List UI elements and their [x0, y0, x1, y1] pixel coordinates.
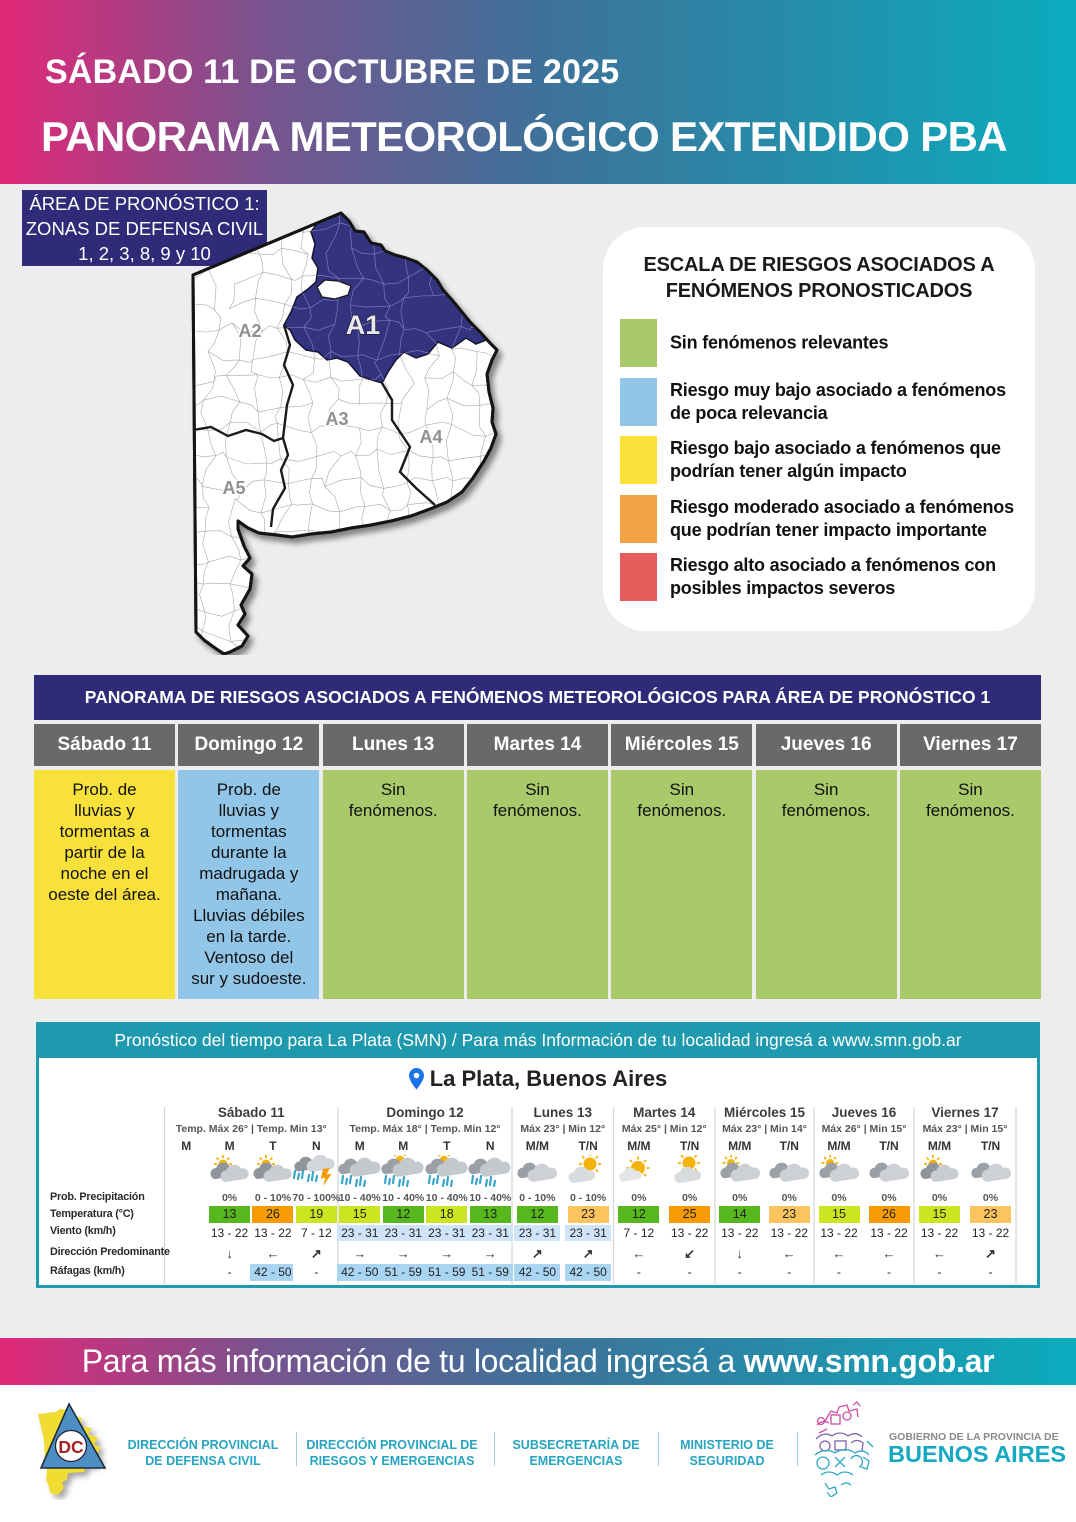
svg-text:DC: DC [58, 1437, 84, 1457]
svg-text:A2: A2 [238, 321, 261, 341]
svg-text:A1: A1 [346, 310, 381, 340]
svg-text:A3: A3 [325, 409, 348, 429]
svg-text:A5: A5 [222, 478, 245, 498]
svg-text:A4: A4 [419, 427, 442, 447]
